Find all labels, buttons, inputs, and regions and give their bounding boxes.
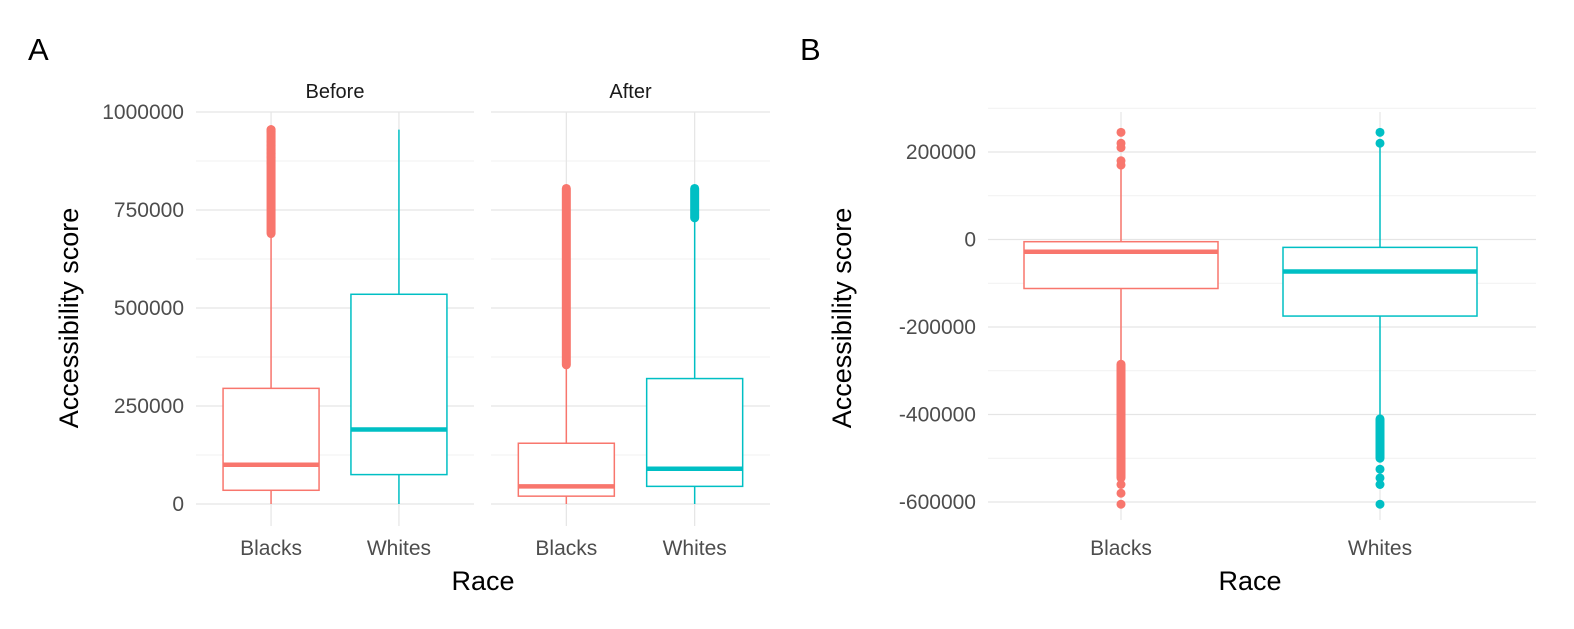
b-whites-outlier-point <box>1375 138 1385 148</box>
a-before-blacks-outlier-point <box>266 127 276 137</box>
y-tick-label: 200000 <box>906 141 976 164</box>
x-tick-label: Blacks <box>1090 537 1152 560</box>
x-tick-label: Blacks <box>240 537 302 560</box>
panel-label-b: B <box>800 32 821 67</box>
y-axis-title: Accessibility score <box>827 208 857 429</box>
x-axis-title: Race <box>451 566 514 596</box>
facet-strip-label: After <box>609 81 652 103</box>
a-before-whites-box <box>350 293 448 476</box>
y-tick-label: -400000 <box>899 404 976 427</box>
facet-after: After Blacks Whites <box>491 81 770 560</box>
y-tick-label: 250000 <box>114 395 184 418</box>
y-tick-label: -200000 <box>899 316 976 339</box>
y-tick-label: 1000000 <box>102 101 184 124</box>
b-whites-outlier-cluster <box>1375 414 1385 463</box>
x-axis-title: Race <box>1218 566 1281 596</box>
b-blacks-outlier-point <box>1116 488 1126 498</box>
x-tick-label: Blacks <box>535 537 597 560</box>
y-tick-label: 0 <box>172 493 184 516</box>
b-whites-outlier-point <box>1375 473 1385 483</box>
b-whites-outlier-point <box>1375 499 1385 509</box>
b-blacks-outlier-point <box>1116 127 1126 137</box>
b-whites-box <box>1282 246 1478 317</box>
b-blacks-box <box>1023 240 1219 290</box>
y-axis-title: Accessibility score <box>54 208 84 429</box>
x-tick-label: Whites <box>1348 537 1412 560</box>
x-tick-label: Whites <box>663 537 727 560</box>
a-before-blacks-box <box>222 387 320 492</box>
b-blacks-outlier-point <box>1116 480 1126 489</box>
a-before-blacks-outlier-point <box>266 158 276 168</box>
b-whites-outlier-point <box>1375 464 1385 474</box>
b-blacks-outlier-cluster <box>1116 359 1126 483</box>
b-blacks-outlier-point <box>1116 160 1126 170</box>
y-tick-label: 0 <box>964 229 976 252</box>
b-whites-outlier-point <box>1375 480 1385 489</box>
x-tick-label: Whites <box>367 537 431 560</box>
y-tick-label: 500000 <box>114 297 184 320</box>
facet-before: Before Blacks Whites <box>196 81 474 560</box>
panel-label-a: A <box>28 32 49 67</box>
a-after-whites-outlier-cluster <box>690 183 700 223</box>
facet-strip-label: Before <box>306 81 365 103</box>
y-tick-label: -600000 <box>899 491 976 514</box>
a-after-blacks-outlier-cluster <box>561 183 571 370</box>
chart-panel-b: Blacks Whites -600000 -400000 -200000 0 200000… <box>827 107 1536 596</box>
b-blacks-outlier-point <box>1116 499 1126 509</box>
b-whites-outlier-point <box>1375 127 1385 137</box>
b-blacks-outlier-point <box>1116 143 1126 153</box>
chart-panel-a: Before Blacks Whites After Blacks Whites 0 2500… <box>54 81 770 596</box>
y-tick-label: 750000 <box>114 199 184 222</box>
